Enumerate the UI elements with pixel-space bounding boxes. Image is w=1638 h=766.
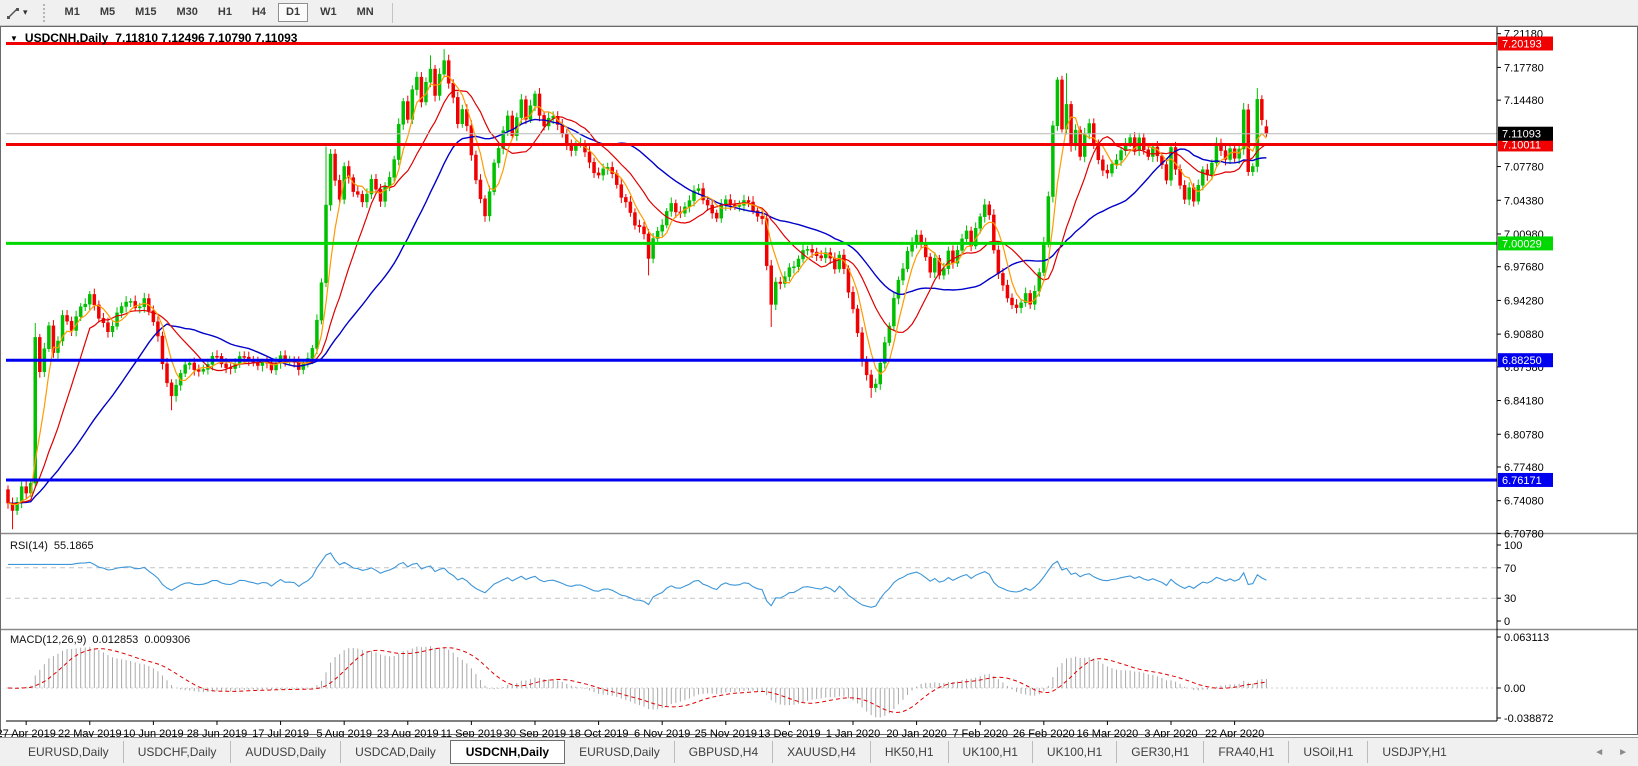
svg-text:7.00029: 7.00029 [1502,238,1542,250]
chart-ohlc-values: 7.11810 7.12496 7.10790 7.11093 [115,31,298,45]
ma-slow-line [7,118,1267,505]
svg-text:70: 70 [1504,563,1516,575]
macd-name: MACD(12,26,9) [10,634,87,646]
timeframe-button-h1[interactable]: H1 [217,6,232,18]
svg-text:6.74080: 6.74080 [1504,496,1544,508]
timeframe-toolbar: ▾ M1 M5 M15 M30 H1 H4 D1 W1 MN [0,0,1638,26]
svg-text:7.10011: 7.10011 [1502,139,1541,151]
chevron-down-icon: ▾ [23,7,28,17]
macd-pane-label: MACD(12,26,9) 0.012853 0.009306 [10,634,190,646]
timeframe-button-w1[interactable]: W1 [320,6,337,18]
chart-tab-1-usdchf-daily[interactable]: USDCHF,Daily [122,741,231,763]
chart-tab-10-uk100-h1[interactable]: UK100,H1 [1031,741,1116,763]
chart-title: ▼ USDCNH,Daily 7.11810 7.12496 7.10790 7… [10,31,297,45]
timeframe-button-m15[interactable]: M15 [135,6,157,18]
svg-text:7.04380: 7.04380 [1504,195,1544,207]
svg-text:6.76171: 6.76171 [1502,475,1542,487]
macd-axis: 0.063113 0.00 -0.038872 [1497,632,1554,725]
svg-text:30: 30 [1504,593,1516,605]
price-axis: 7.211807.177807.144807.077807.043807.009… [1497,29,1544,540]
rsi-pane-label: RSI(14) 55.1865 [10,540,94,552]
rsi-axis: 100 70 30 0 [1497,540,1522,628]
svg-text:7.20193: 7.20193 [1502,38,1542,50]
chart-tool-icon [7,7,19,19]
svg-text:6.80780: 6.80780 [1504,429,1544,441]
chart-tab-12-fra40-h1[interactable]: FRA40,H1 [1203,741,1288,763]
symbol-dropdown-icon[interactable]: ▼ [10,33,18,43]
rsi-pane [6,552,1497,608]
macd-histogram [12,646,1267,718]
tab-scroll-left-button[interactable]: ◄ [1594,746,1605,758]
toolbar-grip[interactable] [41,3,47,22]
price-badge-7.11093: 7.11093 [1498,126,1553,141]
price-badge-6.76171: 6.76171 [1498,472,1553,487]
rsi-value: 55.1865 [53,540,94,552]
ma-fast-line [7,75,1267,506]
timeframe-button-m5[interactable]: M5 [99,6,116,18]
chart-tab-3-usdcad-daily[interactable]: USDCAD,Daily [340,741,450,763]
chart-tab-7-xauusd-h4[interactable]: XAUUSD,H4 [772,741,870,763]
macd-signal-value: 0.009306 [144,634,191,646]
chart-tab-14-usdjpy-h1[interactable]: USDJPY,H1 [1367,741,1460,763]
svg-text:7.17780: 7.17780 [1504,62,1544,74]
svg-text:6.97680: 6.97680 [1504,262,1544,274]
svg-text:6.94280: 6.94280 [1504,295,1544,307]
svg-text:0.063113: 0.063113 [1504,632,1549,644]
chart-tab-11-ger30-h1[interactable]: GER30,H1 [1116,741,1203,763]
price-badge-7.00029: 7.00029 [1498,236,1553,251]
ma-mid-line [7,89,1267,505]
macd-main-value: 0.012853 [92,634,139,646]
svg-text:7.14480: 7.14480 [1504,95,1544,107]
chart-tab-6-gbpusd-h4[interactable]: GBPUSD,H4 [673,741,772,763]
timeframe-button-h4[interactable]: H4 [251,6,267,18]
svg-text:6.84180: 6.84180 [1504,396,1544,408]
price-badge-7.10011: 7.10011 [1498,137,1553,152]
rsi-name: RSI(14) [10,540,48,552]
svg-text:7.11093: 7.11093 [1502,129,1541,141]
chart-tab-5-eurusd-daily[interactable]: EURUSD,Daily [579,745,660,759]
macd-pane [6,646,1497,718]
timeframe-button-d1[interactable]: D1 [278,3,309,22]
svg-text:-0.038872: -0.038872 [1504,713,1554,725]
svg-text:100: 100 [1504,540,1522,552]
chart-tab-0-eurusd-daily[interactable]: EURUSD,Daily [28,745,109,759]
chart-tab-9-uk100-h1[interactable]: UK100,H1 [947,741,1032,763]
price-badge-6.88250: 6.88250 [1498,353,1553,368]
tab-scroll-right-button[interactable]: ► [1618,746,1628,758]
chart-tools-button[interactable]: ▾ [2,4,32,22]
svg-text:0.00: 0.00 [1504,683,1525,695]
svg-text:6.90880: 6.90880 [1504,329,1544,341]
chart-tab-bar: EURUSD,Daily USDCHF,Daily AUDUSD,Daily USDC… [0,737,1638,766]
chart-tab-13-usoil-h1[interactable]: USOil,H1 [1288,741,1367,763]
price-badge-7.20193: 7.20193 [1498,36,1553,51]
svg-text:7.07780: 7.07780 [1504,162,1544,174]
timeframe-button-m1[interactable]: M1 [64,6,80,18]
chart-tab-4-usdcnh-daily[interactable]: USDCNH,Daily [449,740,566,764]
chart-symbol-label: USDCNH,Daily [24,31,109,45]
svg-text:6.77480: 6.77480 [1504,462,1544,474]
svg-text:6.88250: 6.88250 [1502,355,1542,367]
timeframe-button-m30[interactable]: M30 [176,6,198,18]
timeframe-button-mn[interactable]: MN [356,6,374,18]
toolbar-separator [391,2,393,23]
svg-text:6.70780: 6.70780 [1504,528,1544,540]
svg-text:0: 0 [1504,616,1510,628]
chart-tab-2-audusd-daily[interactable]: AUDUSD,Daily [230,741,340,763]
chart-tab-8-hk50-h1[interactable]: HK50,H1 [869,741,948,763]
